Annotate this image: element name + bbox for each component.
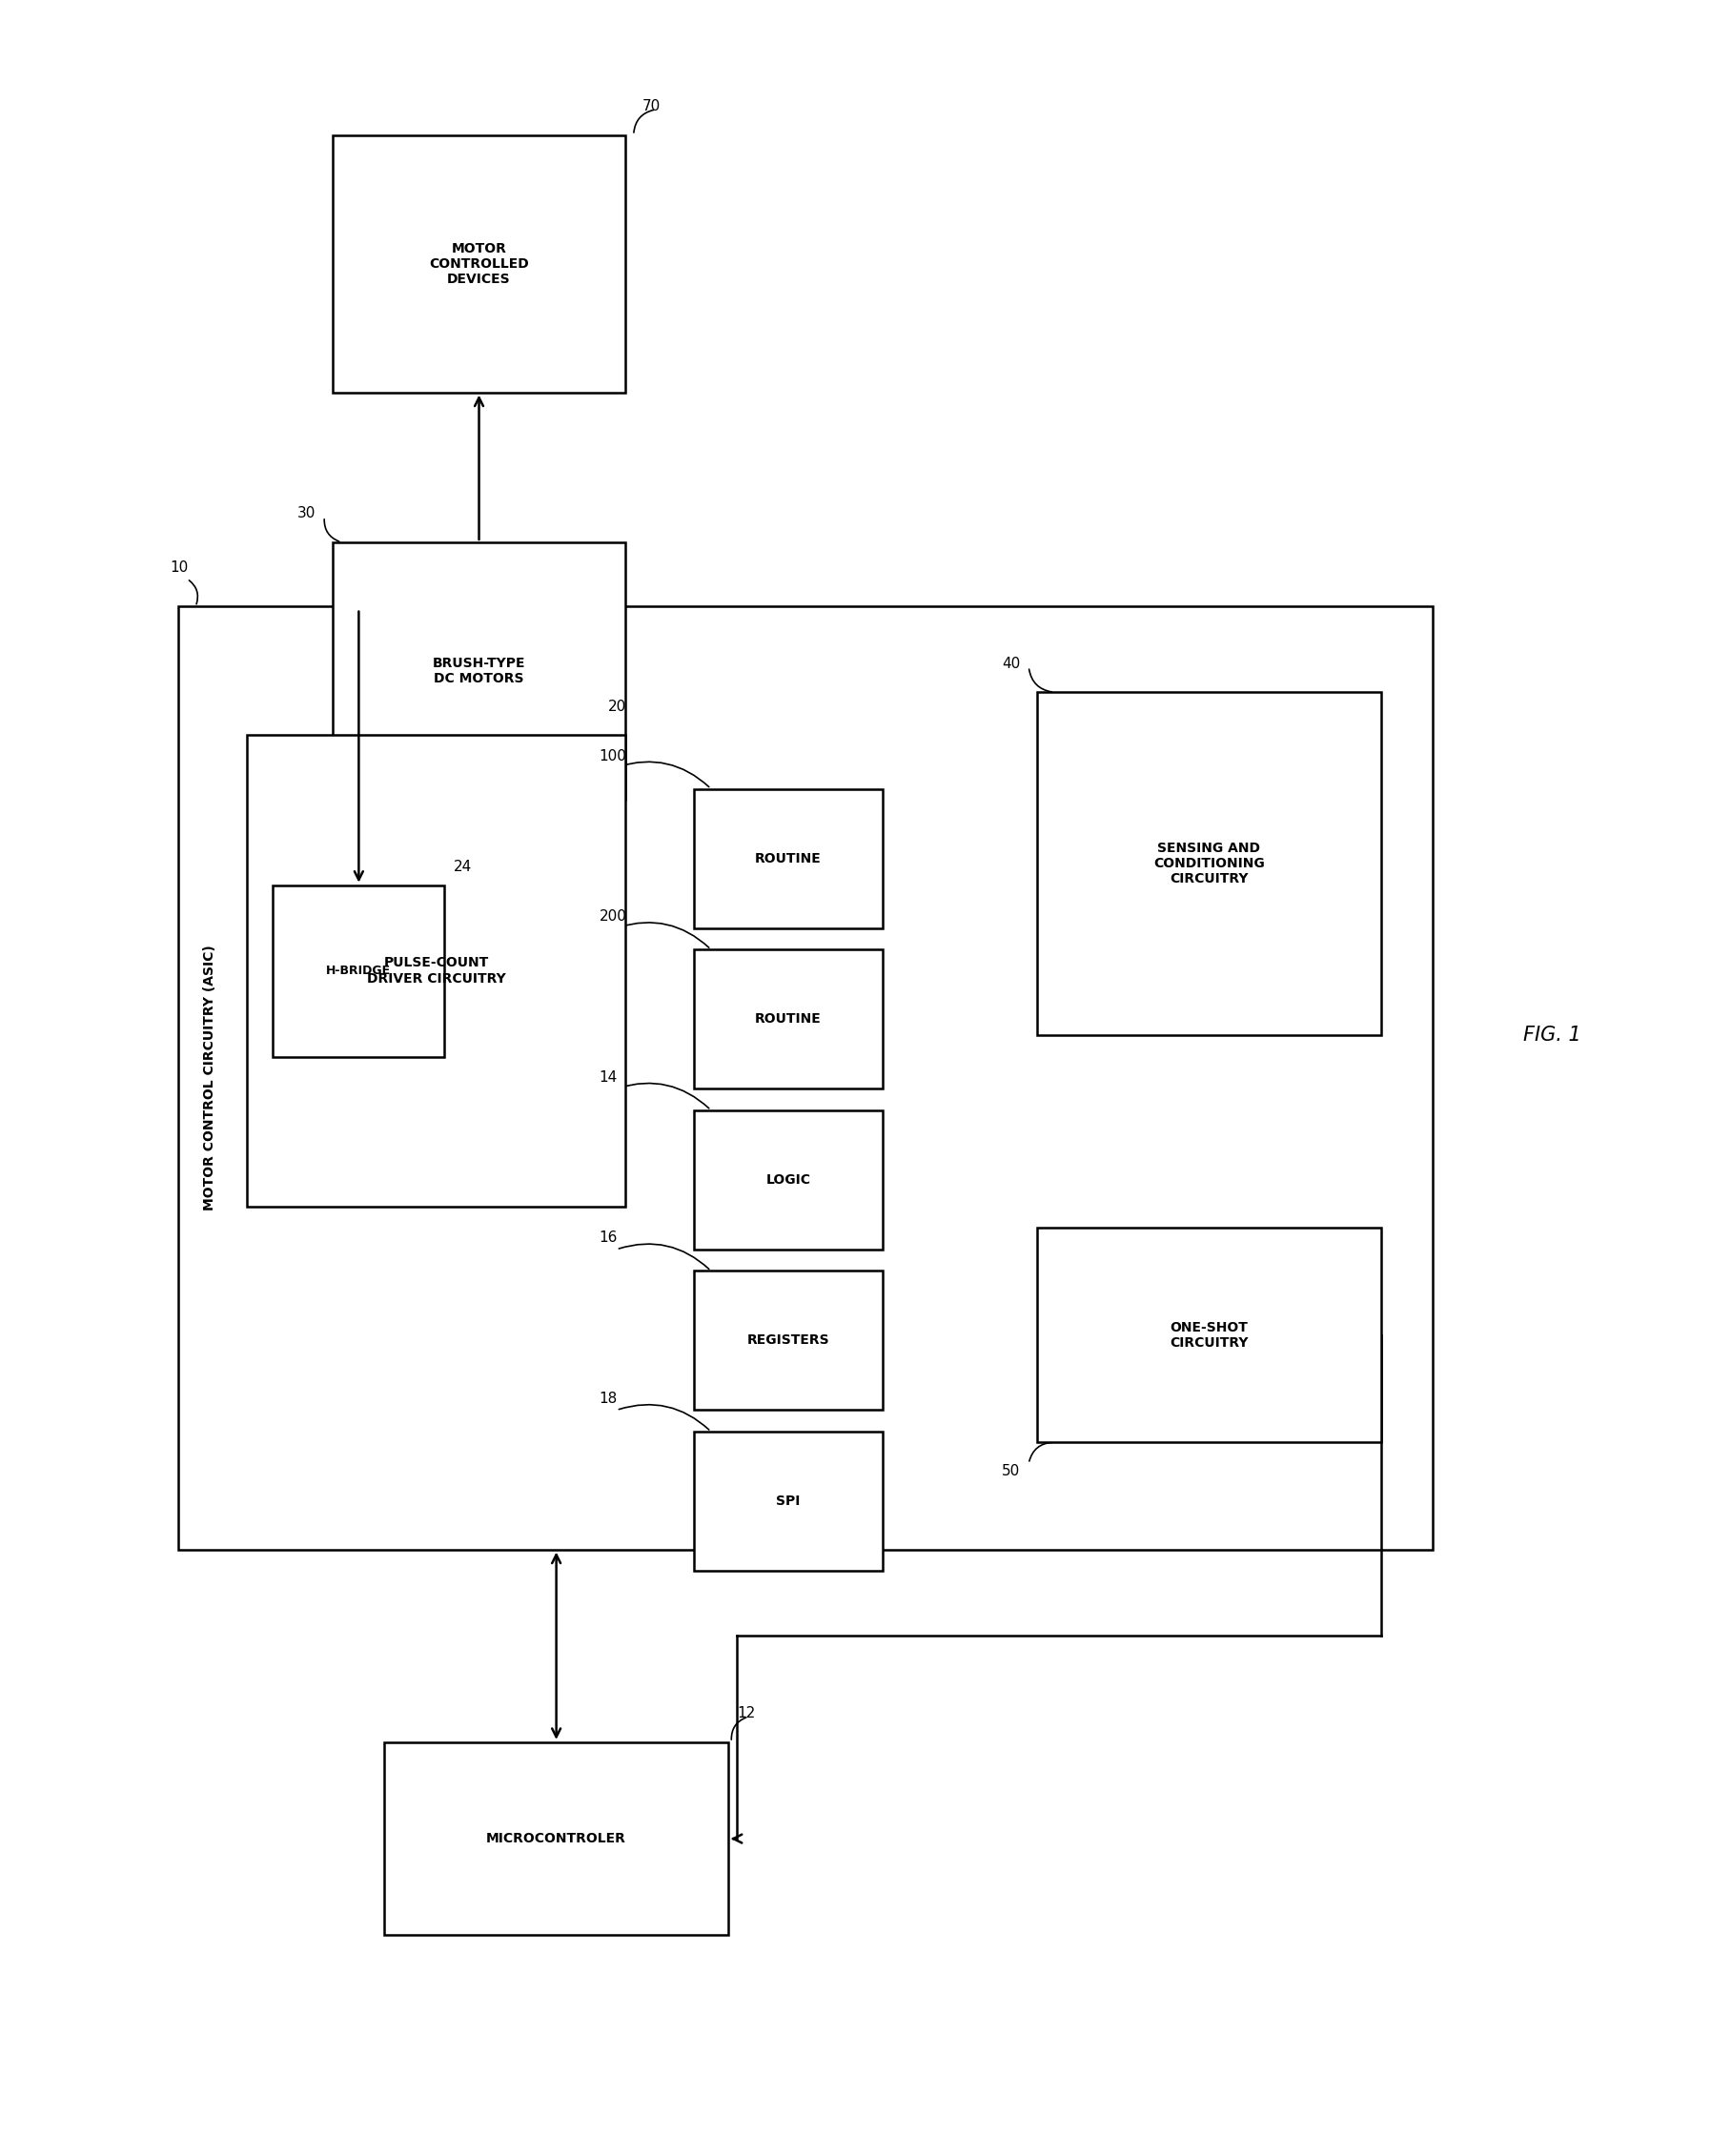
Text: REGISTERS: REGISTERS	[746, 1335, 829, 1348]
Bar	[694, 1432, 883, 1572]
Bar	[694, 789, 883, 927]
Text: MICROCONTROLER: MICROCONTROLER	[486, 1833, 627, 1846]
Text: ROUTINE: ROUTINE	[755, 1013, 822, 1026]
Bar	[1037, 692, 1381, 1035]
Bar	[694, 1110, 883, 1250]
Text: 30: 30	[298, 507, 315, 522]
Bar	[694, 1270, 883, 1410]
Bar	[248, 735, 625, 1207]
Text: ROUTINE: ROUTINE	[755, 852, 822, 865]
Text: SPI: SPI	[775, 1494, 800, 1507]
Text: PULSE-COUNT
DRIVER CIRCUITRY: PULSE-COUNT DRIVER CIRCUITRY	[367, 957, 505, 985]
Text: 14: 14	[599, 1069, 618, 1084]
Text: 50: 50	[1002, 1464, 1020, 1479]
Text: FIG. 1: FIG. 1	[1523, 1026, 1582, 1046]
Text: ONE-SHOT
CIRCUITRY: ONE-SHOT CIRCUITRY	[1170, 1322, 1248, 1350]
Bar	[1037, 1229, 1381, 1442]
Text: 24: 24	[454, 860, 471, 875]
Text: 70: 70	[642, 99, 661, 114]
Text: 40: 40	[1002, 658, 1020, 671]
Bar	[273, 886, 445, 1056]
Bar	[384, 1742, 729, 1936]
Text: 100: 100	[599, 748, 627, 763]
Text: LOGIC: LOGIC	[765, 1173, 810, 1186]
Text: BRUSH-TYPE
DC MOTORS: BRUSH-TYPE DC MOTORS	[433, 655, 526, 686]
Bar	[332, 543, 625, 800]
Bar	[332, 136, 625, 392]
Text: 12: 12	[737, 1708, 755, 1720]
Text: H-BRIDGE: H-BRIDGE	[325, 964, 391, 977]
Text: MOTOR
CONTROLLED
DEVICES: MOTOR CONTROLLED DEVICES	[429, 241, 530, 287]
Bar	[178, 606, 1432, 1550]
Text: 200: 200	[599, 910, 627, 923]
Text: 10: 10	[170, 561, 189, 573]
Text: SENSING AND
CONDITIONING
CIRCUITRY: SENSING AND CONDITIONING CIRCUITRY	[1153, 841, 1265, 886]
Text: 18: 18	[599, 1391, 618, 1406]
Text: 20: 20	[608, 699, 627, 714]
Bar	[694, 949, 883, 1089]
Text: MOTOR CONTROL CIRCUITRY (ASIC): MOTOR CONTROL CIRCUITRY (ASIC)	[203, 944, 216, 1212]
Text: 16: 16	[599, 1231, 618, 1246]
